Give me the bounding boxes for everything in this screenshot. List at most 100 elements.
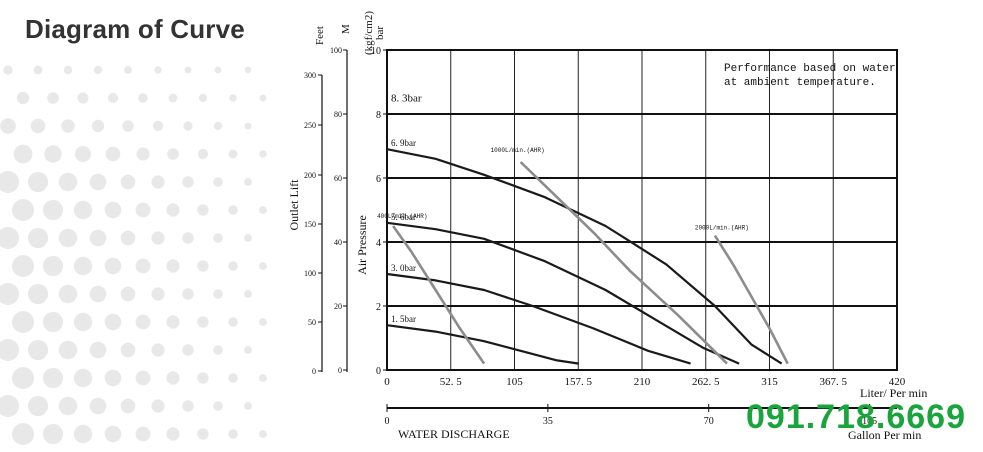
flow-curve-label: 400L/min.(AHR)	[377, 213, 427, 220]
halftone-dot	[166, 315, 180, 329]
meter-tick-label: 60	[334, 174, 342, 183]
pressure-curve-label: 5. 6bar	[391, 212, 416, 222]
halftone-dot	[104, 369, 122, 387]
halftone-dot	[228, 373, 238, 383]
halftone-dot	[168, 93, 178, 103]
halftone-dot	[77, 92, 89, 104]
halftone-dot	[63, 65, 73, 75]
halftone-dot	[89, 285, 107, 303]
flow-curves: 400L/min.(AHR) 1000L/min.(AHR) 2000L/min.(…	[377, 147, 789, 365]
halftone-dot	[259, 94, 267, 102]
halftone-dot	[135, 314, 151, 330]
halftone-dot	[33, 65, 43, 75]
halftone-dot	[120, 398, 136, 414]
halftone-dot	[89, 229, 107, 247]
halftone-dot	[213, 177, 223, 187]
halftone-dot	[27, 283, 49, 305]
halftone-dot	[16, 91, 30, 105]
flow-curve	[392, 225, 486, 365]
halftone-dot	[244, 346, 252, 354]
halftone-dot	[44, 145, 62, 163]
halftone-dot	[228, 149, 238, 159]
halftone-dot	[228, 317, 238, 327]
halftone-dot	[42, 255, 64, 277]
x-tick-label: 315	[761, 376, 778, 388]
pressure-curve	[386, 324, 580, 365]
x-tick-label: 367. 5	[820, 376, 848, 388]
halftone-dot	[182, 344, 194, 356]
secondary-tick-label: 70	[704, 416, 714, 427]
meter-label: M	[340, 24, 352, 34]
plot-border	[386, 49, 898, 371]
meter-tick-label: 100	[330, 46, 342, 55]
halftone-dot	[166, 203, 180, 217]
halftone-dot	[91, 119, 105, 133]
meter-tick-label: 40	[334, 238, 342, 247]
pressure-unit-label: (kgf/cm2)	[363, 11, 375, 55]
halftone-dot	[213, 233, 223, 243]
halftone-dot	[30, 118, 46, 134]
halftone-dot	[228, 261, 238, 271]
meter-tick-label: 20	[334, 302, 342, 311]
pressure-curve-label: 8. 3bar	[391, 92, 422, 104]
halftone-dot	[27, 395, 49, 417]
halftone-dot	[124, 66, 132, 74]
feet-tick-label: 100	[304, 269, 316, 278]
x-tick-label: 0	[384, 376, 390, 388]
flow-curve-label: 1000L/min.(AHR)	[491, 147, 545, 154]
secondary-tick-label: 0	[385, 416, 390, 427]
halftone-dot	[73, 424, 93, 444]
halftone-dot	[259, 430, 267, 438]
halftone-dot	[214, 66, 222, 74]
halftone-dot	[135, 258, 151, 274]
note-line-2: at ambient temperature.	[724, 77, 876, 89]
pressure-curve	[386, 221, 740, 365]
x-tick-label: 210	[634, 376, 651, 388]
halftone-dot	[104, 425, 122, 443]
halftone-dot	[197, 148, 209, 160]
halftone-dot	[58, 396, 78, 416]
halftone-dot	[259, 206, 267, 214]
halftone-dot	[12, 423, 34, 445]
halftone-dot	[138, 93, 148, 103]
secondary-axis-label: Gallon Per min	[848, 428, 921, 442]
halftone-dot	[104, 201, 122, 219]
halftone-dot	[89, 341, 107, 359]
x-tick-label: 52. 5	[440, 376, 463, 388]
halftone-dot	[120, 174, 136, 190]
halftone-dot	[0, 171, 19, 193]
halftone-dot	[27, 171, 49, 193]
chart-text: Performance based on water at ambient te…	[287, 11, 927, 442]
halftone-dot	[197, 260, 209, 272]
halftone-dot	[244, 122, 252, 130]
halftone-dot	[0, 339, 19, 361]
halftone-dot	[27, 227, 49, 249]
halftone-dot	[167, 148, 179, 160]
halftone-dot	[120, 230, 136, 246]
pressure-curve-label: 6. 9bar	[391, 138, 416, 148]
halftone-dot	[151, 343, 165, 357]
halftone-dot	[213, 345, 223, 355]
halftone-dot	[182, 232, 194, 244]
halftone-dot	[151, 175, 165, 189]
feet-tick-label: 200	[304, 171, 316, 180]
halftone-dot	[136, 147, 150, 161]
halftone-dot	[166, 259, 180, 273]
halftone-dot	[135, 426, 151, 442]
secondary-tick-label: 105	[862, 416, 877, 427]
halftone-dot	[244, 66, 252, 74]
halftone-dot	[120, 342, 136, 358]
halftone-dot	[197, 204, 209, 216]
meter-tick-label: 80	[334, 110, 342, 119]
halftone-dot	[12, 255, 34, 277]
meter-tick-label: 0	[338, 366, 342, 375]
y-tick-label: 2	[376, 302, 381, 313]
halftone-dot	[166, 371, 180, 385]
halftone-dot	[228, 205, 238, 215]
halftone-dot	[104, 257, 122, 275]
halftone-dot	[105, 146, 121, 162]
note-line-1: Performance based on water	[724, 63, 896, 75]
halftone-dot	[152, 120, 164, 132]
chart-grid	[386, 49, 898, 371]
